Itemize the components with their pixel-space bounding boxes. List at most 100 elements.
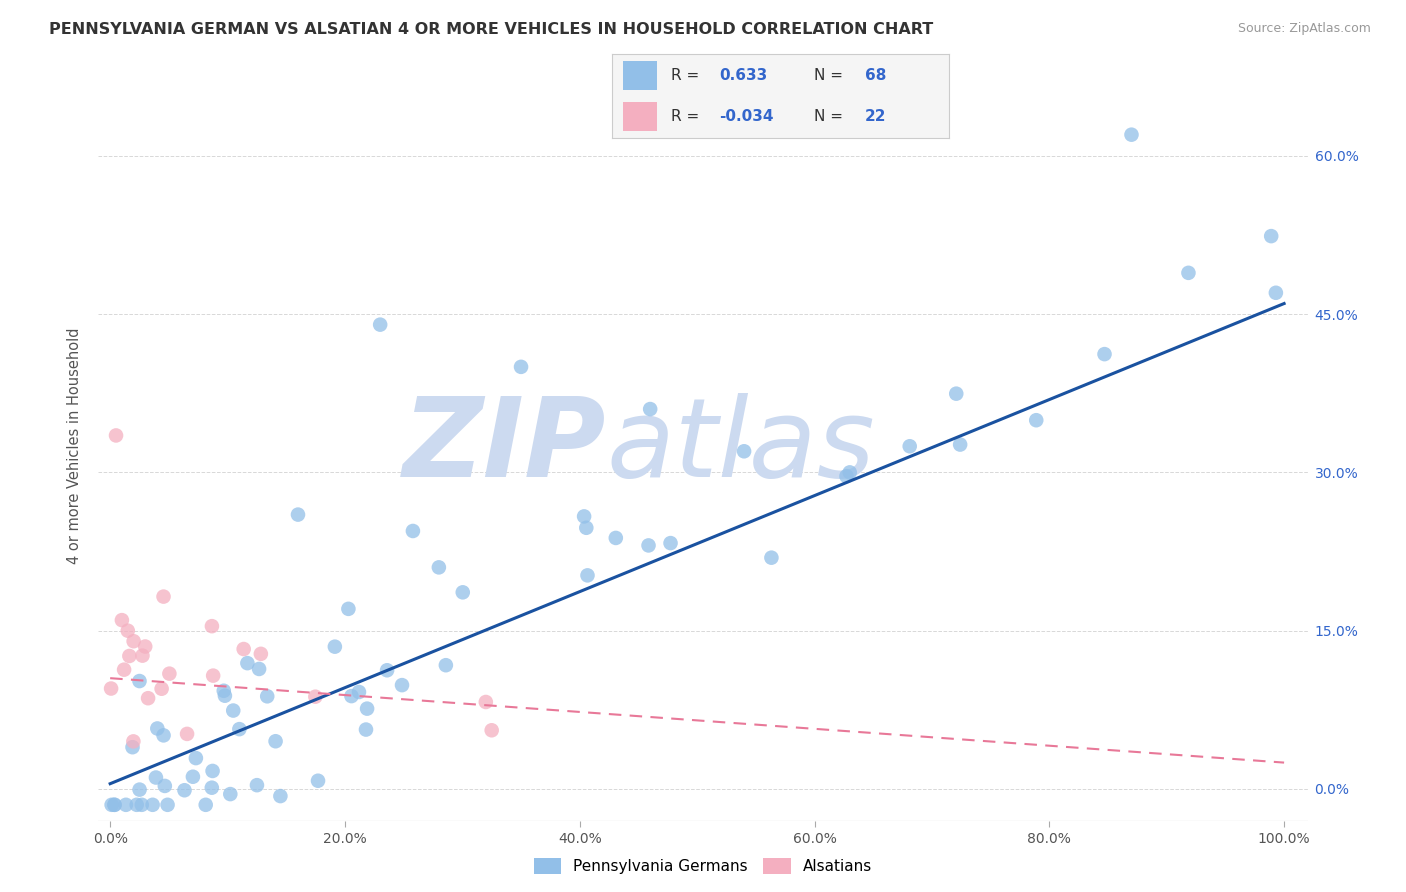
Point [153,779,176,793]
Point [1025,413,1047,427]
Point [156,797,179,812]
Point [202,668,225,682]
Point [142,797,165,812]
Point [173,783,195,797]
Point [307,773,329,788]
Point [1121,128,1143,142]
Point [356,701,378,715]
Point [115,797,138,812]
Text: 22: 22 [865,109,886,124]
Point [146,722,169,736]
Point [125,797,148,812]
Point [1094,347,1116,361]
Point [134,640,156,654]
Point [898,439,921,453]
Point [246,778,269,792]
Point [638,402,661,417]
Text: N =: N = [814,68,844,83]
Point [637,538,659,552]
Text: -0.034: -0.034 [720,109,775,124]
Text: N =: N = [814,109,844,124]
Point [176,727,198,741]
Point [228,722,250,736]
Point [103,797,125,812]
Point [121,740,143,755]
Point [131,648,153,663]
Point [157,666,180,681]
Point [152,590,174,604]
Point [181,770,204,784]
FancyBboxPatch shape [623,62,657,90]
Point [136,691,159,706]
Point [111,613,134,627]
Point [219,787,242,801]
Point [131,797,153,812]
Point [201,764,224,778]
Point [354,723,377,737]
Point [1260,229,1282,244]
Point [232,642,254,657]
Point [572,509,595,524]
Point [145,771,167,785]
Point [236,656,259,670]
Point [391,678,413,692]
Point [100,681,122,696]
Point [201,780,224,795]
Point [475,695,498,709]
Point [761,550,783,565]
Point [576,568,599,582]
Point [945,386,967,401]
Point [340,689,363,703]
Point [122,634,145,648]
Point [375,663,398,677]
Point [112,663,135,677]
Point [122,734,145,748]
Text: 0.633: 0.633 [720,68,768,83]
Y-axis label: 4 or more Vehicles in Household: 4 or more Vehicles in Household [67,327,83,565]
Text: PENNSYLVANIA GERMAN VS ALSATIAN 4 OR MORE VEHICLES IN HOUSEHOLD CORRELATION CHAR: PENNSYLVANIA GERMAN VS ALSATIAN 4 OR MOR… [49,22,934,37]
Point [347,685,370,699]
Point [304,690,326,704]
Point [1264,285,1286,300]
Point [835,469,858,483]
FancyBboxPatch shape [623,102,657,130]
Text: atlas: atlas [606,392,875,500]
Point [247,662,270,676]
Point [575,521,598,535]
Text: Source: ZipAtlas.com: Source: ZipAtlas.com [1237,22,1371,36]
Point [150,681,173,696]
Point [949,437,972,451]
Point [222,704,245,718]
Point [128,674,150,689]
Point [118,648,141,663]
Point [184,751,207,765]
Point [152,728,174,742]
Point [214,689,236,703]
Point [733,444,755,458]
Point [323,640,346,654]
Point [264,734,287,748]
Point [194,797,217,812]
Point [510,359,533,374]
Text: 68: 68 [865,68,886,83]
Text: ZIP: ZIP [402,392,606,500]
Point [838,466,860,480]
Point [104,797,127,812]
Point [100,797,122,812]
Text: R =: R = [671,68,699,83]
Point [128,782,150,797]
Point [105,428,128,442]
Point [269,789,291,803]
Point [256,690,278,704]
Point [402,524,425,538]
Point [434,658,457,673]
Point [427,560,450,574]
Point [212,683,235,698]
Point [117,624,139,638]
Point [451,585,474,599]
Point [337,602,360,616]
Point [201,619,224,633]
Point [1177,266,1199,280]
Point [368,318,391,332]
Text: R =: R = [671,109,699,124]
